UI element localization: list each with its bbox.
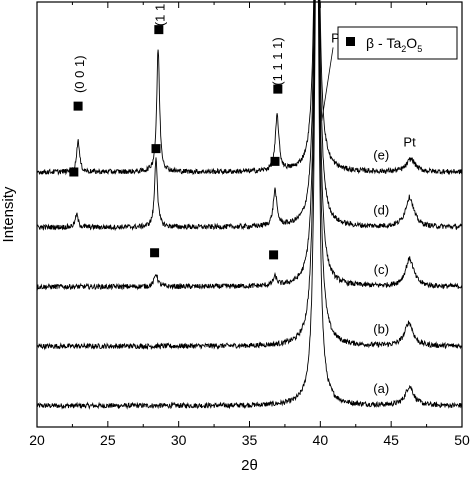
y-axis-title: Intensity	[0, 186, 17, 242]
phase-marker	[154, 25, 164, 35]
x-tick-label: 30	[171, 432, 187, 448]
x-tick-label: 20	[29, 432, 45, 448]
series-line	[36, 0, 463, 410]
peak-label-1110: (1 1 1 0)	[153, 0, 168, 26]
x-tick-label: 50	[454, 432, 470, 448]
series-label: (e)	[373, 147, 389, 162]
legend-label: β - Ta2O5	[366, 35, 422, 54]
phase-marker	[73, 101, 83, 111]
series-line	[36, 0, 463, 351]
peak-label-001: (0 0 1)	[72, 55, 87, 93]
marker-group	[69, 25, 283, 260]
series-line	[36, 0, 463, 176]
phase-marker	[270, 156, 280, 166]
legend-mid: O	[406, 35, 417, 51]
peak-label-pt-small: Pt	[403, 135, 416, 150]
series-line	[36, 0, 463, 232]
series-label: (d)	[373, 203, 389, 218]
phase-marker	[269, 250, 279, 260]
series-label: (a)	[373, 381, 389, 396]
x-axis-ticks: 20 25 30 35 40 45 50	[29, 2, 470, 448]
x-tick-label: 25	[100, 432, 116, 448]
series-line	[36, 0, 463, 291]
phase-marker	[273, 84, 283, 94]
pt-leader-line	[321, 47, 334, 122]
series-label: (c)	[374, 262, 389, 277]
legend-prefix: β - Ta	[366, 35, 401, 51]
series-group: (a) (b) (c) (d) (e)	[36, 0, 463, 410]
legend-sub-2: 5	[417, 44, 422, 54]
legend-sub-1: 2	[401, 44, 406, 54]
peak-label-1111: (1 1 1 1)	[270, 37, 285, 85]
legend-marker	[346, 37, 355, 46]
phase-marker	[151, 144, 161, 154]
x-tick-label: 35	[242, 432, 258, 448]
series-label: (b)	[373, 322, 389, 337]
x-tick-label: 40	[313, 432, 329, 448]
legend: β - Ta2O5	[337, 26, 458, 60]
phase-marker	[69, 167, 79, 177]
x-axis-title: 2θ	[241, 457, 258, 474]
x-tick-label: 45	[383, 432, 399, 448]
plot-frame	[36, 1, 463, 428]
legend-box	[337, 26, 458, 60]
phase-marker	[150, 248, 160, 258]
